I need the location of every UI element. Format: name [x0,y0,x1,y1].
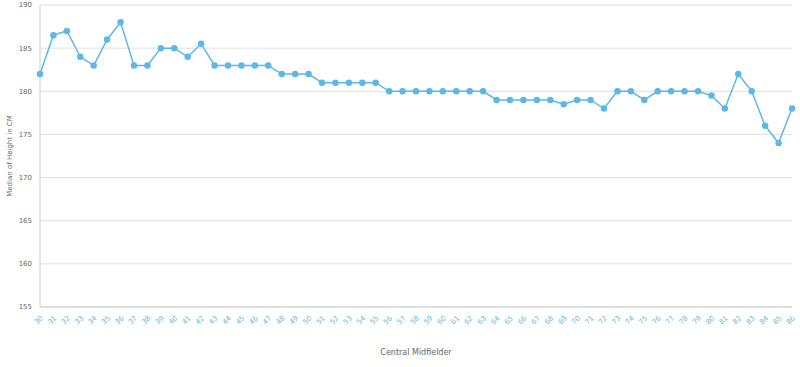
svg-text:45: 45 [234,314,246,326]
svg-text:62: 62 [463,314,475,326]
svg-text:53: 53 [342,314,354,326]
svg-text:43: 43 [208,314,220,326]
svg-text:47: 47 [261,314,273,326]
svg-text:44: 44 [221,314,233,326]
svg-text:57: 57 [396,314,408,326]
svg-text:84: 84 [758,314,770,326]
svg-text:66: 66 [516,314,528,326]
svg-text:52: 52 [328,314,340,326]
svg-text:64: 64 [490,314,502,326]
svg-text:54: 54 [355,314,367,326]
svg-text:74: 74 [624,314,636,326]
svg-text:67: 67 [530,314,542,326]
svg-text:65: 65 [503,314,515,326]
svg-text:185: 185 [19,45,32,53]
svg-text:36: 36 [114,314,126,326]
svg-text:80: 80 [704,314,716,326]
svg-text:73: 73 [610,314,622,326]
svg-text:56: 56 [382,314,394,326]
svg-text:49: 49 [288,314,300,326]
svg-text:71: 71 [584,314,596,326]
svg-text:79: 79 [691,314,703,326]
svg-text:33: 33 [73,314,85,326]
svg-text:160: 160 [19,260,32,268]
svg-text:34: 34 [87,314,99,326]
svg-text:175: 175 [19,131,32,139]
svg-text:69: 69 [557,314,569,326]
svg-text:82: 82 [731,314,743,326]
svg-text:190: 190 [19,1,32,9]
svg-text:59: 59 [422,314,434,326]
svg-text:38: 38 [140,314,152,326]
svg-text:76: 76 [651,314,663,326]
svg-text:78: 78 [678,314,690,326]
svg-text:32: 32 [60,314,72,326]
svg-text:165: 165 [19,217,32,225]
svg-text:41: 41 [181,314,193,326]
svg-text:42: 42 [194,314,206,326]
svg-text:61: 61 [449,314,461,326]
svg-text:48: 48 [275,314,287,326]
svg-text:63: 63 [476,314,488,326]
svg-text:30: 30 [33,314,45,326]
svg-text:155: 155 [19,303,32,311]
svg-text:83: 83 [745,314,757,326]
svg-text:81: 81 [718,314,730,326]
svg-text:50: 50 [302,314,314,326]
svg-text:55: 55 [369,314,381,326]
svg-text:180: 180 [19,88,32,96]
svg-text:39: 39 [154,314,166,326]
svg-text:70: 70 [570,314,582,326]
svg-text:37: 37 [127,314,139,326]
svg-text:85: 85 [772,314,784,326]
svg-text:75: 75 [637,314,649,326]
svg-text:40: 40 [167,314,179,326]
svg-text:68: 68 [543,314,555,326]
svg-text:86: 86 [785,314,792,326]
svg-text:31: 31 [46,314,58,326]
svg-text:Central Midfielder: Central Midfielder [380,348,452,357]
svg-text:170: 170 [19,174,32,182]
svg-text:60: 60 [436,314,448,326]
svg-text:72: 72 [597,314,609,326]
svg-text:51: 51 [315,314,327,326]
svg-text:35: 35 [100,314,112,326]
svg-text:46: 46 [248,314,260,326]
svg-text:77: 77 [664,314,676,326]
svg-text:58: 58 [409,314,421,326]
svg-text:Median of Height in CM: Median of Height in CM [8,115,14,197]
